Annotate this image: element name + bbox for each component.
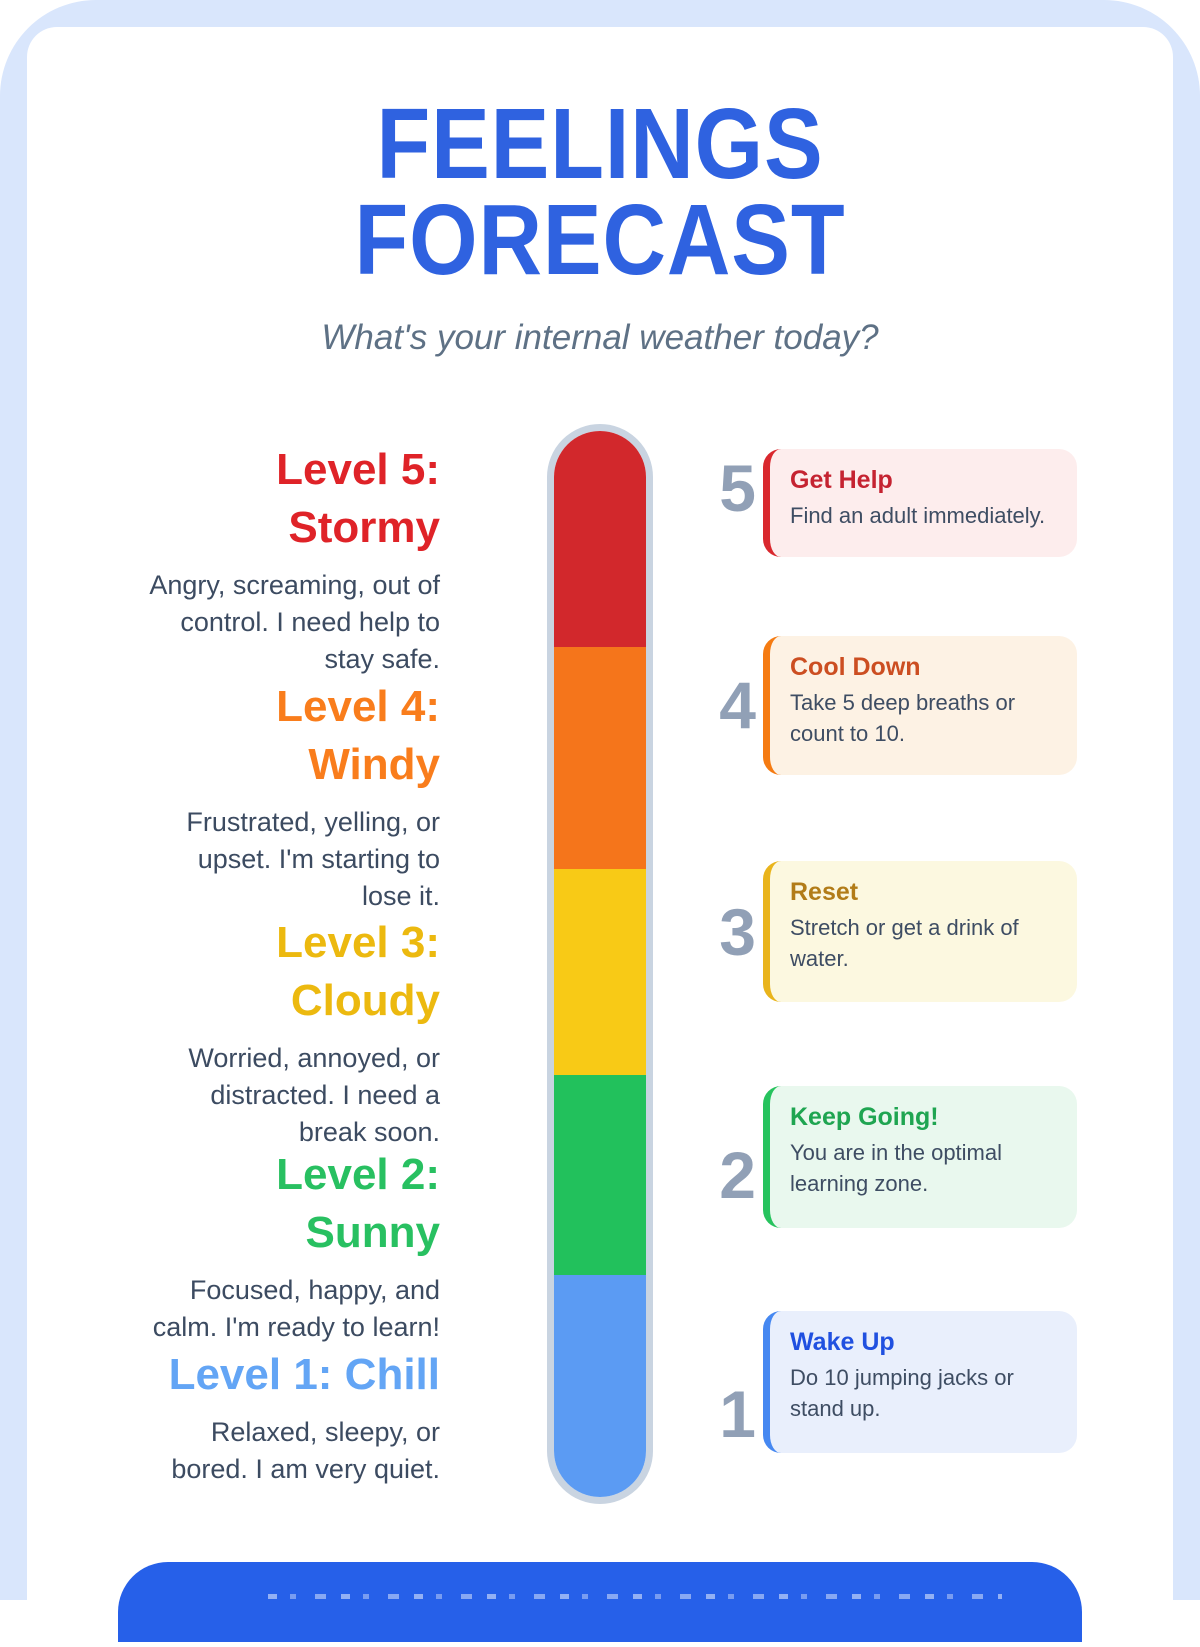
level-1-description: Relaxed, sleepy, or bored. I am very qui… [171,1417,440,1484]
action-row-4: 4 Cool Down Take 5 deep breaths or count… [706,636,1077,775]
footer-clipped-text-tops [268,1594,1002,1599]
thermometer-segment-chill [554,1275,646,1497]
level-2-description: Focused, happy, and calm. I'm ready to l… [152,1275,440,1342]
action-card-body: Find an adult immediately. [790,503,1046,528]
subtitle: What's your internal weather today? [321,318,879,357]
action-card-reset: Reset Stretch or get a drink of water. [763,861,1077,1002]
action-card-title: Keep Going! [790,1103,939,1131]
action-card-title: Wake Up [790,1328,895,1356]
action-card-get-help: Get Help Find an adult immediately. [763,449,1077,557]
level-5-heading-line1: Level 5: [276,445,440,494]
action-card-title: Reset [790,878,859,906]
level-4-heading-line2: Windy [308,740,440,789]
action-card-keep-going: Keep Going! You are in the optimal learn… [763,1086,1077,1228]
action-card-title: Get Help [790,466,893,494]
level-5-description: Angry, screaming, out of control. I need… [149,570,440,674]
zone-number-3: 3 [719,895,756,969]
action-row-1: 1 Wake Up Do 10 jumping jacks or stand u… [706,1311,1077,1453]
level-3-heading-line1: Level 3: [276,918,440,967]
level-3-block: Level 3: Cloudy Worried, annoyed, or dis… [60,914,440,1151]
level-4-block: Level 4: Windy Frustrated, yelling, or u… [60,678,440,915]
level-2-heading: Level 2: Sunny [60,1146,440,1262]
level-4-description: Frustrated, yelling, or upset. I'm start… [186,807,440,911]
page-title: FEELINGS FORECAST [0,88,1200,296]
level-3-description: Worried, annoyed, or distracted. I need … [188,1043,440,1147]
level-1-block: Level 1: Chill Relaxed, sleepy, or bored… [60,1346,440,1488]
level-1-heading: Level 1: Chill [60,1346,440,1404]
action-card-cool-down: Cool Down Take 5 deep breaths or count t… [763,636,1077,775]
action-card-body: You are in the optimal learning zone. [790,1140,1002,1196]
zone-number-1: 1 [719,1377,756,1451]
thermometer [547,424,653,1504]
level-4-heading-line1: Level 4: [276,682,440,731]
level-5-block: Level 5: Stormy Angry, screaming, out of… [60,441,440,678]
level-2-heading-line1: Level 2: [276,1150,440,1199]
action-card-wake-up: Wake Up Do 10 jumping jacks or stand up. [763,1311,1077,1453]
level-1-heading-line1: Level 1: Chill [168,1350,440,1399]
level-5-heading: Level 5: Stormy [60,441,440,557]
action-row-3: 3 Reset Stretch or get a drink of water. [706,861,1077,1002]
zone-number-2: 2 [719,1138,756,1212]
footer-banner [118,1562,1082,1642]
action-row-2: 2 Keep Going! You are in the optimal lea… [706,1086,1077,1228]
title-line-1: FEELINGS [376,88,824,200]
zone-number-4: 4 [719,668,756,742]
action-card-body: Take 5 deep breaths or count to 10. [790,690,1016,746]
action-card-body: Stretch or get a drink of water. [790,915,1019,971]
action-card-title: Cool Down [790,653,921,681]
level-3-heading-line2: Cloudy [290,976,440,1025]
level-4-heading: Level 4: Windy [60,678,440,794]
zone-number-5: 5 [719,451,756,525]
action-row-5: 5 Get Help Find an adult immediately. [706,449,1077,557]
thermometer-segment-stormy [554,431,646,647]
level-2-heading-line2: Sunny [305,1208,440,1257]
thermometer-segment-sunny [554,1075,646,1275]
thermometer-segment-cloudy [554,869,646,1075]
level-5-heading-line2: Stormy [288,503,440,552]
title-line-2: FORECAST [354,184,846,296]
level-2-block: Level 2: Sunny Focused, happy, and calm.… [60,1146,440,1346]
action-card-body: Do 10 jumping jacks or stand up. [790,1365,1014,1421]
level-3-heading: Level 3: Cloudy [60,914,440,1030]
thermometer-segment-windy [554,647,646,869]
